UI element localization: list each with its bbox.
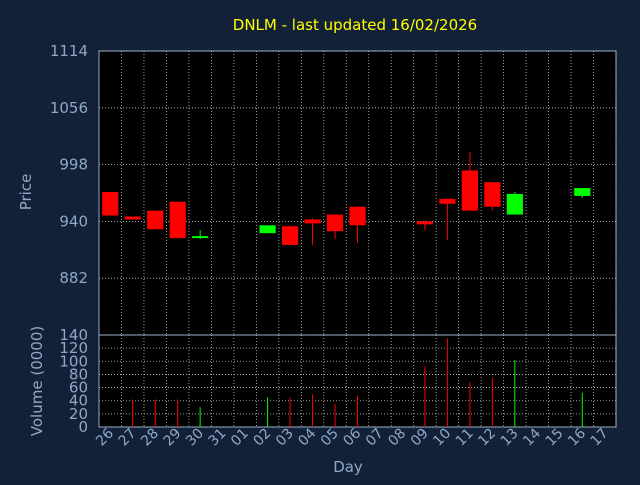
price-plot-area [98,50,617,336]
candle-body [304,219,321,224]
day-tick-label: 10 [430,426,454,450]
candle-body [192,236,209,239]
volume-tick-label: 120 [59,339,88,357]
day-tick-label: 15 [543,426,567,450]
day-tick-label: 28 [138,426,162,450]
candle-body [169,201,186,239]
day-tick-label: 30 [183,426,207,450]
day-tick-label: 01 [228,426,252,450]
candle-body [259,225,276,234]
day-tick-label: 14 [520,425,544,449]
volume-tick-label: 20 [69,405,88,423]
candle-body [416,221,434,225]
day-tick-label: 04 [295,425,319,449]
day-tick-label: 17 [588,426,612,450]
candle-body [281,226,299,245]
candle-body [349,206,366,226]
volume-tick-label: 60 [69,379,88,397]
day-tick-label: 12 [475,426,499,450]
day-tick-label: 26 [93,425,117,449]
price-tick-label: 1114 [50,42,88,60]
day-axis-label: Day [333,458,363,476]
day-tick-label: 29 [161,426,185,450]
price-panel: 882 940 998 1056 1114 [50,42,617,336]
price-tick-label: 1056 [50,99,88,117]
candle-body [147,210,164,230]
volume-tick-label: 40 [69,392,88,410]
price-tick-label: 882 [59,269,88,287]
day-tick-label: 06 [340,425,364,449]
day-tick-label: 16 [565,425,589,449]
chart-title: DNLM - last updated 16/02/2026 [233,16,477,34]
candle-body [102,192,119,216]
day-tick-label: 31 [206,426,230,450]
candle-body [439,198,456,204]
candle-body [574,188,591,196]
day-tick-labels: 2627282930310102030405060708091011121314… [93,425,611,449]
volume-tick-label: 0 [78,418,88,436]
day-tick-label: 13 [498,426,522,450]
day-tick-label: 11 [453,426,477,450]
volume-tick-label: 140 [59,326,88,344]
volume-axis-label: Volume (0000) [28,326,46,436]
candle-body [484,182,501,207]
candle-body [124,216,141,220]
volume-tick-label: 100 [59,352,88,370]
candle-body [506,193,523,215]
price-tick-label: 998 [59,156,88,174]
candle-body [326,214,344,232]
day-tick-label: 07 [363,426,387,450]
price-axis-label: Price [17,174,35,211]
price-tick-label: 940 [59,212,88,230]
day-tick-label: 27 [116,426,140,450]
day-tick-label: 09 [408,426,432,450]
day-tick-label: 02 [250,426,274,450]
day-tick-label: 05 [318,426,342,450]
day-tick-label: 08 [385,426,409,450]
candle-body [461,170,478,211]
day-tick-label: 03 [273,426,297,450]
volume-tick-label: 80 [69,365,88,383]
